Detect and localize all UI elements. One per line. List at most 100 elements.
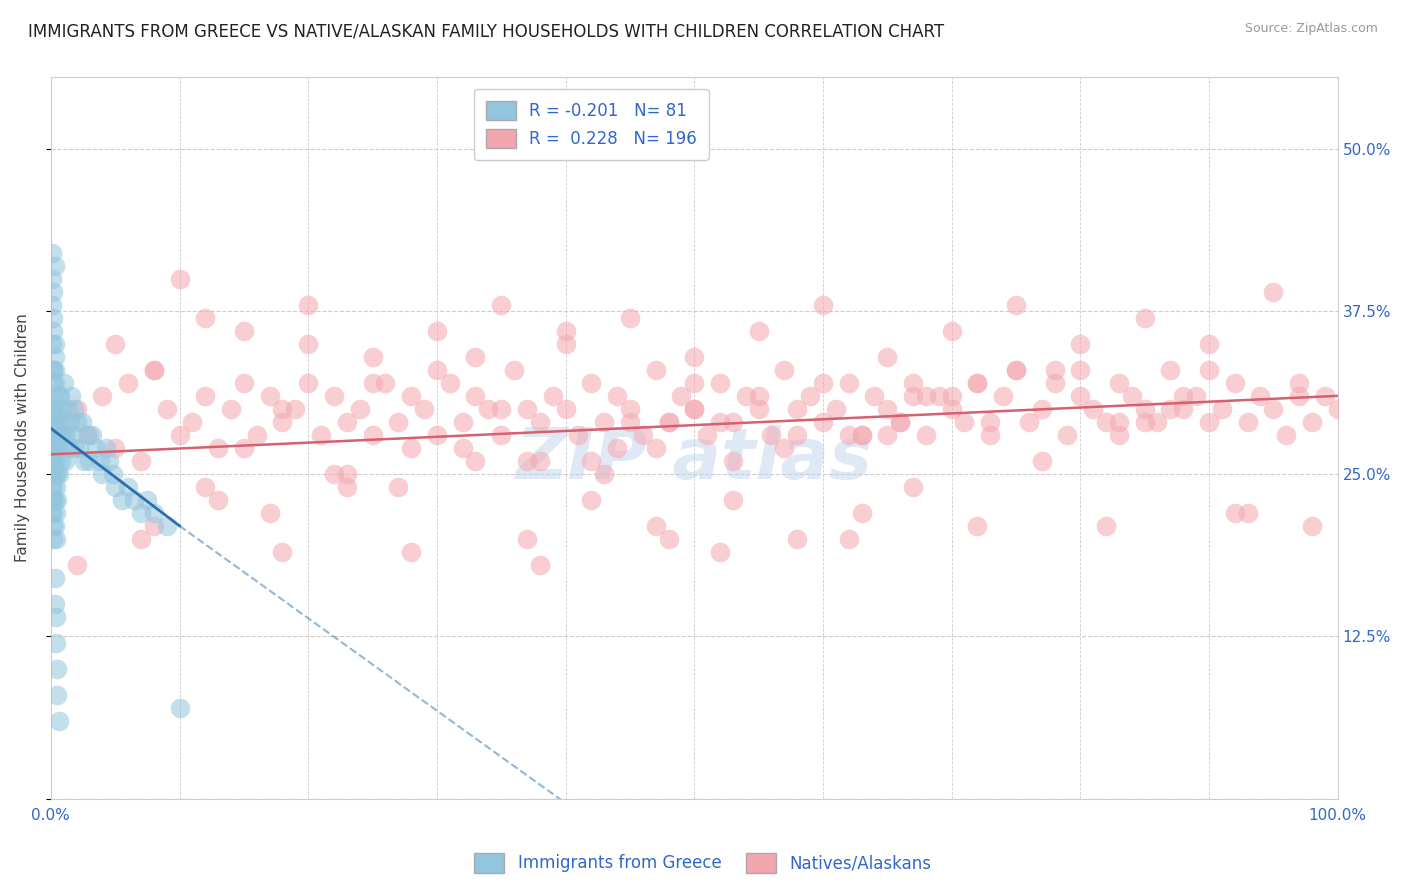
Point xyxy=(851,427,873,442)
Point xyxy=(593,467,616,481)
Point xyxy=(838,427,860,442)
Point xyxy=(96,441,118,455)
Point xyxy=(451,441,474,455)
Point xyxy=(374,376,396,390)
Point xyxy=(89,454,111,468)
Point xyxy=(413,401,436,416)
Point xyxy=(1108,376,1130,390)
Point xyxy=(41,441,63,455)
Point xyxy=(554,324,576,338)
Point xyxy=(80,427,103,442)
Point xyxy=(1133,310,1156,325)
Point xyxy=(124,492,146,507)
Point xyxy=(1236,415,1258,429)
Point xyxy=(117,480,139,494)
Point xyxy=(1288,376,1310,390)
Text: IMMIGRANTS FROM GREECE VS NATIVE/ALASKAN FAMILY HOUSEHOLDS WITH CHILDREN CORRELA: IMMIGRANTS FROM GREECE VS NATIVE/ALASKAN… xyxy=(28,22,945,40)
Point xyxy=(516,401,538,416)
Point xyxy=(169,427,191,442)
Point xyxy=(644,518,666,533)
Point xyxy=(58,441,80,455)
Point xyxy=(44,415,66,429)
Point xyxy=(941,324,963,338)
Point xyxy=(399,389,422,403)
Point xyxy=(65,558,87,572)
Point xyxy=(748,389,770,403)
Point xyxy=(65,441,87,455)
Point xyxy=(42,518,65,533)
Point xyxy=(773,363,796,377)
Point xyxy=(567,427,589,442)
Point xyxy=(1081,401,1104,416)
Point xyxy=(336,467,359,481)
Point xyxy=(76,427,98,442)
Point xyxy=(41,337,63,351)
Point xyxy=(41,427,63,442)
Point xyxy=(53,454,76,468)
Point xyxy=(361,376,384,390)
Point xyxy=(979,415,1001,429)
Point xyxy=(748,401,770,416)
Point xyxy=(966,376,988,390)
Point xyxy=(91,467,114,481)
Point xyxy=(838,532,860,546)
Point xyxy=(1069,337,1091,351)
Point xyxy=(41,272,63,286)
Point xyxy=(46,441,69,455)
Point xyxy=(41,454,63,468)
Point xyxy=(696,427,718,442)
Point xyxy=(773,441,796,455)
Point xyxy=(55,427,77,442)
Point xyxy=(129,532,152,546)
Point xyxy=(966,518,988,533)
Point xyxy=(1069,389,1091,403)
Point xyxy=(336,480,359,494)
Point xyxy=(336,415,359,429)
Point xyxy=(1288,389,1310,403)
Point xyxy=(593,415,616,429)
Point xyxy=(554,401,576,416)
Point xyxy=(65,401,87,416)
Point xyxy=(79,454,101,468)
Point xyxy=(1249,389,1271,403)
Point xyxy=(129,454,152,468)
Point xyxy=(169,272,191,286)
Point xyxy=(901,376,924,390)
Point xyxy=(42,467,65,481)
Point xyxy=(1159,401,1181,416)
Y-axis label: Family Households with Children: Family Households with Children xyxy=(15,314,30,563)
Point xyxy=(42,441,65,455)
Point xyxy=(1095,415,1118,429)
Point xyxy=(44,467,66,481)
Point xyxy=(46,467,69,481)
Point xyxy=(41,506,63,520)
Point xyxy=(44,571,66,585)
Point xyxy=(387,415,409,429)
Point xyxy=(464,350,486,364)
Point xyxy=(966,376,988,390)
Point xyxy=(42,363,65,377)
Point xyxy=(79,427,101,442)
Point xyxy=(156,518,179,533)
Point xyxy=(1326,401,1348,416)
Point xyxy=(941,389,963,403)
Point xyxy=(41,480,63,494)
Point xyxy=(915,389,938,403)
Point xyxy=(863,389,886,403)
Point xyxy=(41,246,63,260)
Point xyxy=(156,401,179,416)
Point xyxy=(709,376,731,390)
Point xyxy=(1043,363,1066,377)
Point xyxy=(297,337,319,351)
Point xyxy=(232,376,254,390)
Point xyxy=(41,389,63,403)
Point xyxy=(49,427,72,442)
Point xyxy=(516,454,538,468)
Point xyxy=(67,441,90,455)
Point xyxy=(136,492,159,507)
Point xyxy=(129,506,152,520)
Point xyxy=(271,415,294,429)
Point xyxy=(683,401,706,416)
Point xyxy=(44,376,66,390)
Point xyxy=(683,376,706,390)
